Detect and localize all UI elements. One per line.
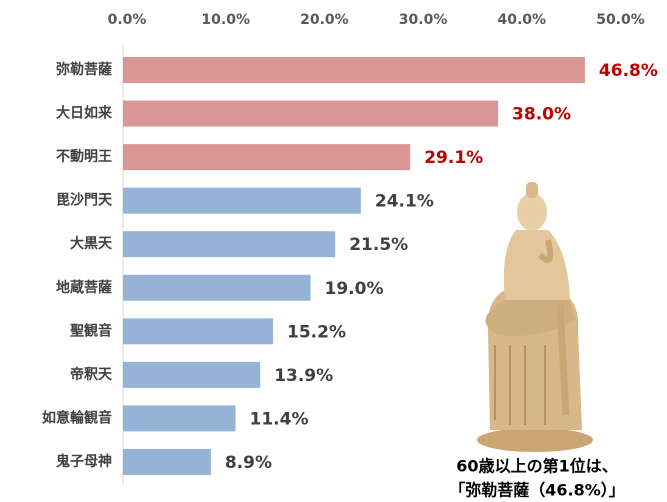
- x-tick-label: 30.0%: [399, 12, 448, 28]
- bar: [123, 405, 236, 431]
- value-label: 46.8%: [599, 61, 658, 81]
- bar: [123, 101, 498, 127]
- y-tick-label: 大黒天: [70, 235, 113, 252]
- chart: 60歳以上の第1位は、 「弥勒菩薩（46.8%）」 0.0% 10.0% 20.0%…: [0, 0, 667, 502]
- value-label: 21.5%: [349, 235, 408, 255]
- bar: [123, 231, 335, 257]
- y-tick-label: 地蔵菩薩: [56, 279, 112, 296]
- statue-illustration: [477, 182, 593, 452]
- y-tick-label: 如意輪観音: [42, 409, 112, 426]
- bar: [123, 362, 260, 388]
- bar: [123, 275, 311, 301]
- x-tick-label: 0.0%: [108, 12, 147, 28]
- y-tick-label: 鬼子母神: [56, 453, 112, 470]
- value-label: 11.4%: [250, 409, 309, 429]
- bar: [123, 318, 273, 344]
- x-tick-label: 40.0%: [498, 12, 547, 28]
- value-label: 13.9%: [274, 366, 333, 386]
- y-tick-label: 不動明王: [56, 148, 112, 165]
- bar: [123, 449, 211, 475]
- value-label: 29.1%: [424, 148, 483, 168]
- value-label: 38.0%: [512, 105, 571, 125]
- bar: [123, 57, 585, 83]
- y-tick-label: 毘沙門天: [56, 193, 113, 209]
- bar: [123, 144, 410, 170]
- y-tick-label: 弥勒菩薩: [56, 61, 112, 78]
- y-tick-label: 聖観音: [70, 322, 112, 339]
- x-tick-label: 10.0%: [201, 12, 250, 28]
- annotation: 「弥勒菩薩（46.8%）」: [449, 481, 625, 500]
- y-tick-label: 帝釈天: [70, 366, 113, 383]
- bar: [123, 188, 361, 214]
- x-tick-label: 20.0%: [300, 12, 349, 28]
- value-label: 15.2%: [287, 322, 346, 342]
- value-label: 24.1%: [375, 192, 434, 212]
- value-label: 8.9%: [225, 453, 272, 473]
- annotation: 60歳以上の第1位は、: [456, 457, 617, 476]
- y-tick-label: 大日如来: [56, 105, 113, 122]
- x-tick-label: 50.0%: [596, 12, 645, 28]
- value-label: 19.0%: [325, 279, 384, 299]
